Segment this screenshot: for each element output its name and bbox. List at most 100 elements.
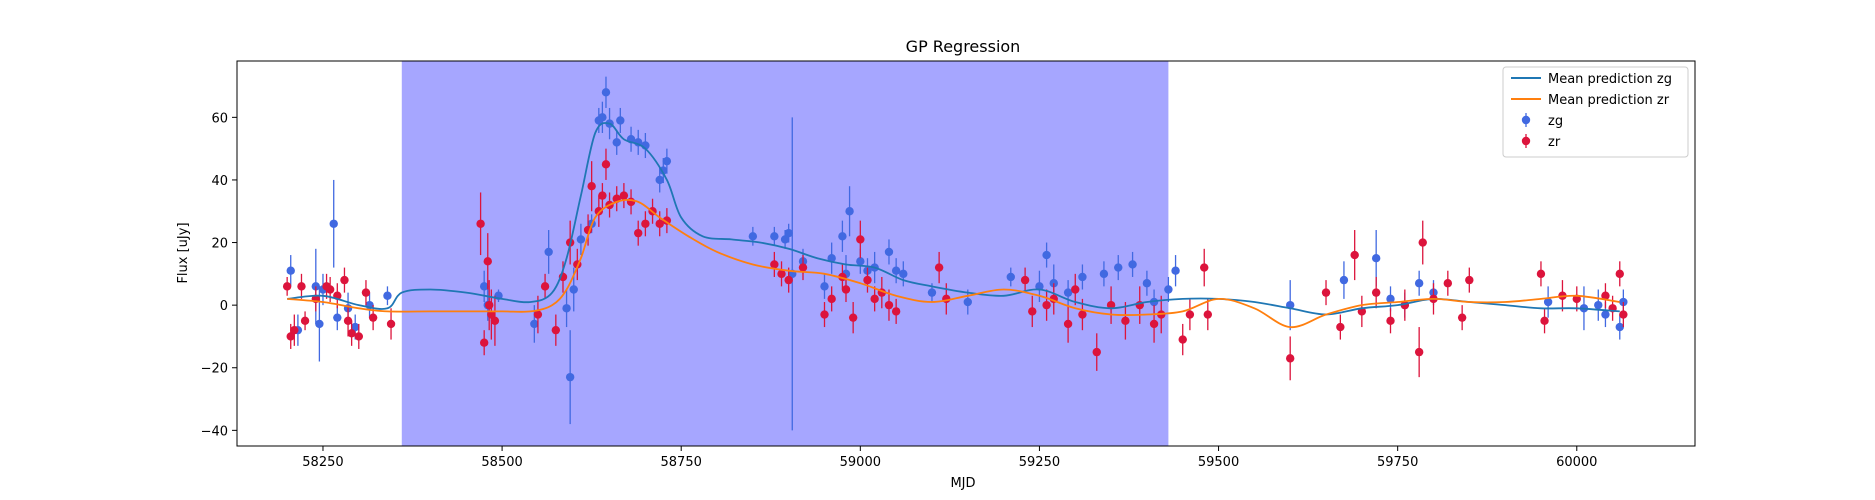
data-point-zg: [1543, 286, 1553, 318]
y-tick-label: 20: [211, 237, 228, 252]
legend-item: Mean prediction zr: [1511, 93, 1670, 108]
marker-zg: [1601, 310, 1610, 319]
data-point-zr: [1121, 302, 1130, 340]
data-point-zr: [1149, 305, 1159, 343]
data-point-zr: [1178, 323, 1187, 356]
marker-zr: [777, 269, 786, 279]
data-point-zr: [340, 267, 349, 293]
data-point-zg: [662, 148, 672, 174]
marker-zg: [748, 232, 758, 241]
data-point-zr: [1418, 220, 1427, 265]
marker-zr: [1336, 322, 1345, 332]
marker-zr: [297, 282, 306, 291]
data-point-zr: [655, 211, 664, 237]
data-point-zr: [1536, 261, 1546, 287]
data-point-zg: [329, 179, 338, 268]
marker-zr: [641, 219, 650, 228]
data-point-zr: [1540, 308, 1549, 334]
marker-zg: [655, 175, 664, 185]
marker-zr: [1285, 354, 1295, 363]
marker-zg: [891, 266, 901, 275]
data-point-zr: [1386, 308, 1395, 334]
marker-zg: [1078, 272, 1087, 282]
data-point-zg: [1594, 289, 1603, 321]
marker-zr: [770, 260, 779, 269]
marker-zg: [1615, 322, 1624, 332]
marker-zg: [770, 232, 779, 241]
marker-zr: [1178, 335, 1187, 344]
marker-zg: [616, 116, 625, 125]
marker-zg: [784, 228, 793, 238]
marker-zr: [1200, 263, 1209, 272]
marker-zg: [333, 313, 342, 322]
data-point-zr: [891, 298, 901, 324]
data-point-zr: [619, 183, 629, 209]
marker-zr: [626, 197, 636, 207]
marker-zr: [863, 275, 872, 285]
legend-label: Mean prediction zg: [1548, 72, 1672, 87]
data-point-zr: [1020, 267, 1030, 293]
marker-zr: [361, 288, 371, 297]
data-point-zg: [820, 273, 829, 299]
marker-zr: [1615, 269, 1624, 279]
data-point-zg: [544, 230, 553, 274]
data-point-zg: [784, 223, 793, 243]
data-point-zr: [856, 220, 865, 259]
data-point-zr: [594, 195, 604, 227]
legend-label: Mean prediction zr: [1548, 93, 1670, 108]
marker-zr: [655, 219, 664, 228]
marker-zg: [544, 247, 553, 257]
data-point-zr: [827, 286, 836, 312]
data-point-zr: [483, 233, 492, 290]
data-point-zr: [820, 302, 829, 328]
marker-zr: [1321, 288, 1331, 297]
marker-zr: [340, 275, 349, 285]
marker-zg: [845, 207, 854, 216]
x-tick-label: 59500: [1198, 455, 1239, 470]
marker-zr: [1020, 275, 1030, 285]
marker-zr: [601, 160, 611, 169]
legend: Mean prediction zg Mean prediction zr zg zr: [1502, 66, 1689, 158]
data-point-zr: [551, 314, 561, 346]
marker-zg: [351, 322, 360, 332]
marker-zr: [848, 313, 858, 322]
data-point-zg: [616, 107, 625, 133]
marker-zr: [891, 307, 901, 316]
marker-zr: [1601, 291, 1610, 300]
marker-zr: [856, 235, 865, 244]
data-point-zg: [1142, 270, 1152, 296]
data-point-zg: [891, 258, 901, 284]
legend-marker-swatch: [1521, 136, 1531, 146]
marker-zr: [798, 263, 808, 272]
data-point-zg: [1371, 230, 1381, 287]
data-point-zg: [899, 261, 908, 287]
marker-zr: [784, 275, 793, 285]
marker-zg: [1142, 279, 1152, 288]
marker-zg: [1099, 269, 1109, 279]
marker-zg: [383, 291, 392, 300]
data-point-zr: [540, 273, 550, 299]
marker-zg: [1371, 253, 1381, 263]
marker-zg: [612, 138, 621, 147]
data-point-zg: [845, 186, 854, 237]
marker-zr: [598, 191, 607, 200]
data-point-zr: [1601, 283, 1610, 309]
data-point-zg: [1339, 261, 1349, 299]
data-point-zr: [848, 302, 858, 334]
marker-zg: [1164, 285, 1173, 294]
line-mean-prediction-zg: [287, 122, 1620, 316]
marker-zg: [1171, 266, 1180, 275]
data-point-zr: [798, 255, 808, 281]
data-point-zr: [1615, 261, 1624, 287]
shaded-region: [401, 61, 1169, 446]
marker-zr: [1386, 316, 1395, 325]
data-point-zr: [297, 273, 306, 299]
data-point-zg: [1386, 286, 1395, 312]
data-point-zg: [1164, 276, 1173, 303]
data-point-zr: [290, 314, 299, 346]
data-point-zg: [1615, 314, 1624, 340]
plot-area: [282, 61, 1628, 446]
data-point-zr: [354, 323, 363, 349]
data-point-zg: [333, 305, 342, 331]
marker-zr: [1418, 238, 1427, 247]
